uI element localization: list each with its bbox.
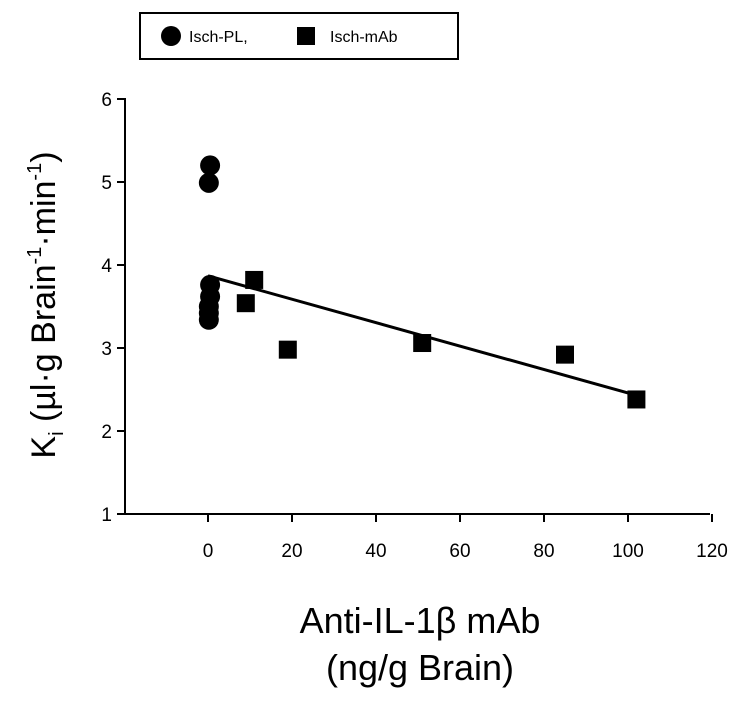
isch-mab-point bbox=[413, 334, 432, 353]
y-axis-label: Ki (µl·g Brain-1·min-1) bbox=[24, 151, 68, 458]
isch-pl-point bbox=[198, 309, 219, 330]
x-tick-label: 20 bbox=[281, 541, 302, 562]
data-points bbox=[198, 155, 646, 409]
y-tick-label: 1 bbox=[101, 505, 112, 526]
y-label-main: K bbox=[25, 436, 63, 459]
legend-circle-marker bbox=[161, 26, 181, 46]
y-ticks: 1 2 3 4 5 6 bbox=[101, 90, 125, 526]
x-tick-label: 120 bbox=[696, 541, 728, 562]
x-tick-label: 40 bbox=[365, 541, 386, 562]
axes: 1 2 3 4 5 6 0 20 40 60 80 100 120 bbox=[101, 90, 727, 562]
x-tick-label: 80 bbox=[533, 541, 554, 562]
isch-mab-point bbox=[245, 270, 264, 289]
isch-mab-point bbox=[236, 294, 255, 313]
y-tick-label: 6 bbox=[101, 90, 112, 111]
isch-mab-point bbox=[556, 345, 574, 364]
legend-label-isch-pl: Isch-PL, bbox=[189, 29, 248, 46]
x-axis-label-line1: Anti-IL-1β mAb bbox=[300, 600, 541, 641]
isch-pl-point bbox=[200, 155, 221, 176]
legend-label-isch-mab: Isch-mAb bbox=[330, 29, 398, 46]
legend: Isch-PL, Isch-mAb bbox=[139, 12, 459, 60]
x-tick-label: 0 bbox=[203, 541, 214, 562]
isch-mab-point bbox=[278, 340, 297, 359]
x-ticks: 0 20 40 60 80 100 120 bbox=[203, 514, 728, 562]
x-axis-label-line2: (ng/g Brain) bbox=[326, 647, 514, 688]
y-label-rest-3: ) bbox=[25, 151, 63, 162]
legend-square-marker bbox=[297, 27, 315, 45]
isch-mab-point bbox=[627, 390, 646, 409]
y-tick-label: 2 bbox=[101, 422, 112, 443]
isch-pl-point bbox=[198, 172, 219, 193]
y-label-sub: i bbox=[46, 431, 68, 435]
x-tick-label: 100 bbox=[612, 541, 644, 562]
y-label-rest-2: ·min bbox=[25, 181, 63, 247]
x-tick-label: 60 bbox=[449, 541, 470, 562]
y-label-sup-1: -1 bbox=[24, 247, 46, 265]
y-tick-label: 4 bbox=[101, 256, 112, 277]
y-label-rest-1: (µl·g Brain bbox=[25, 264, 63, 431]
y-tick-label: 5 bbox=[101, 173, 112, 194]
y-tick-label: 3 bbox=[101, 339, 112, 360]
y-label-sup-2: -1 bbox=[24, 163, 46, 181]
